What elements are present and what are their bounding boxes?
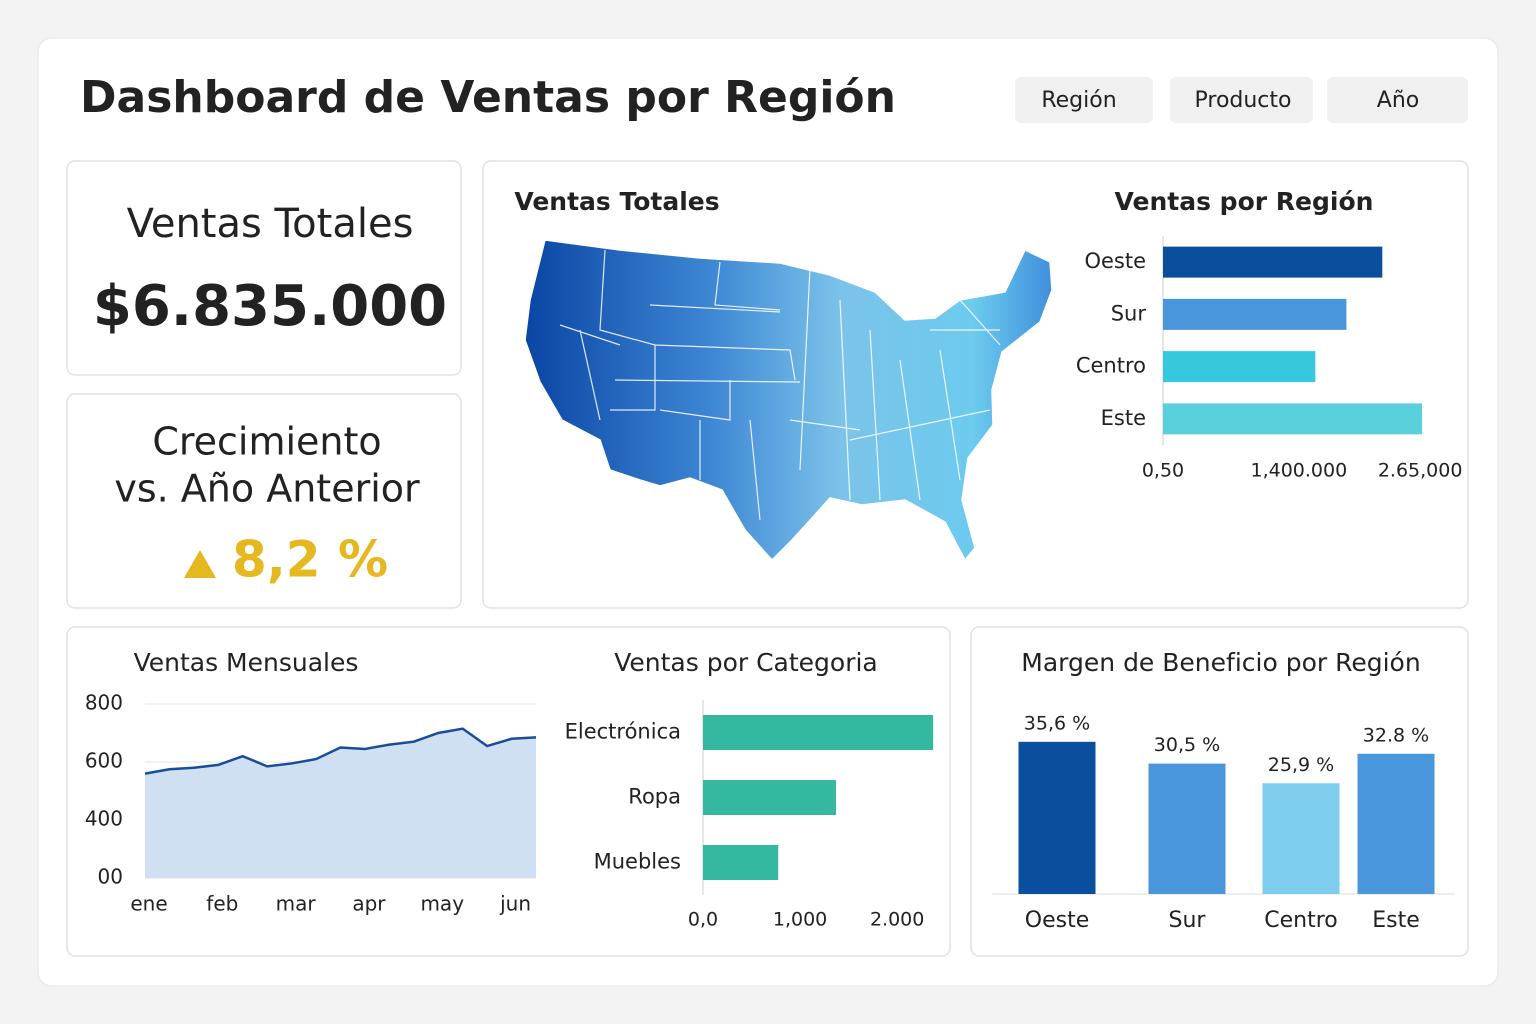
y-tick-label: 800 xyxy=(85,691,123,715)
map-title: Ventas Totales xyxy=(514,187,719,216)
x-tick-label: feb xyxy=(206,892,238,916)
x-tick-label: 0,0 xyxy=(688,909,718,931)
category-label: Centro xyxy=(1076,354,1146,378)
kpi-label: Crecimiento xyxy=(152,420,381,464)
chart-title: Ventas Mensuales xyxy=(134,648,359,677)
category-label: Muebles xyxy=(594,850,681,874)
state-borders xyxy=(559,249,1001,521)
filter-label[interactable]: Año xyxy=(1377,88,1419,113)
filter-label[interactable]: Región xyxy=(1041,88,1116,113)
value-label: 32.8 % xyxy=(1363,724,1429,746)
chart-title: Margen de Beneficio por Región xyxy=(1021,648,1420,677)
bar xyxy=(1148,763,1226,894)
category-label: Centro xyxy=(1264,908,1338,933)
category-label: Electrónica xyxy=(565,720,681,744)
map-shape xyxy=(524,239,1053,562)
bar xyxy=(1262,783,1340,894)
category-label: Este xyxy=(1101,406,1146,430)
x-tick-label: mar xyxy=(276,892,317,916)
category-label: Oeste xyxy=(1084,249,1146,273)
category-label: Sur xyxy=(1169,908,1207,933)
bar xyxy=(1018,741,1096,894)
filter-button[interactable] xyxy=(1170,77,1313,123)
filter-label[interactable]: Producto xyxy=(1195,88,1292,113)
category-label: Sur xyxy=(1111,301,1147,325)
category-label: Oeste xyxy=(1025,908,1089,933)
value-label: 30,5 % xyxy=(1154,734,1220,756)
y-tick-label: 400 xyxy=(85,807,123,831)
x-tick-label: may xyxy=(420,892,464,916)
x-tick-label: 0,50 xyxy=(1142,460,1184,482)
kpi-card xyxy=(66,393,462,609)
dashboard-title: Dashboard de Ventas por Región xyxy=(80,72,896,123)
area-fill xyxy=(145,728,536,878)
value-label: 35,6 % xyxy=(1024,712,1090,734)
filter-button[interactable] xyxy=(1327,77,1468,123)
bar xyxy=(703,845,779,880)
y-tick-label: 600 xyxy=(85,749,123,773)
x-tick-label: ene xyxy=(130,892,167,916)
x-tick-label: jun xyxy=(499,892,531,916)
kpi-label: vs. Año Anterior xyxy=(114,467,420,511)
value-label: 25,9 % xyxy=(1268,754,1334,776)
up-arrow xyxy=(184,550,216,578)
filter-button[interactable] xyxy=(1015,77,1153,123)
x-tick-label: apr xyxy=(352,892,386,916)
x-tick-label: 2.000 xyxy=(870,909,924,931)
x-tick-label: 1,400.000 xyxy=(1251,460,1348,482)
bar xyxy=(1163,351,1316,383)
chart-title: Ventas por Categoria xyxy=(614,648,878,677)
kpi-label: Ventas Totales xyxy=(127,201,414,247)
bar xyxy=(703,715,934,750)
category-label: Ropa xyxy=(628,785,681,809)
bar xyxy=(1163,246,1383,278)
kpi-value: $6.835.000 xyxy=(93,274,447,339)
kpi-card xyxy=(66,160,462,376)
x-tick-label: 2.65,000 xyxy=(1378,460,1463,482)
x-tick-label: 1,000 xyxy=(773,909,827,931)
chart-title: Ventas por Región xyxy=(1115,187,1374,216)
bar xyxy=(1163,298,1347,330)
line xyxy=(144,727,537,775)
category-label: Este xyxy=(1372,908,1420,933)
kpi-value: 8,2 % xyxy=(232,531,388,589)
bar xyxy=(1357,753,1435,894)
y-tick-label: 00 xyxy=(98,865,123,889)
bar xyxy=(1163,403,1423,435)
us-map xyxy=(524,239,1053,562)
bar xyxy=(703,780,837,815)
